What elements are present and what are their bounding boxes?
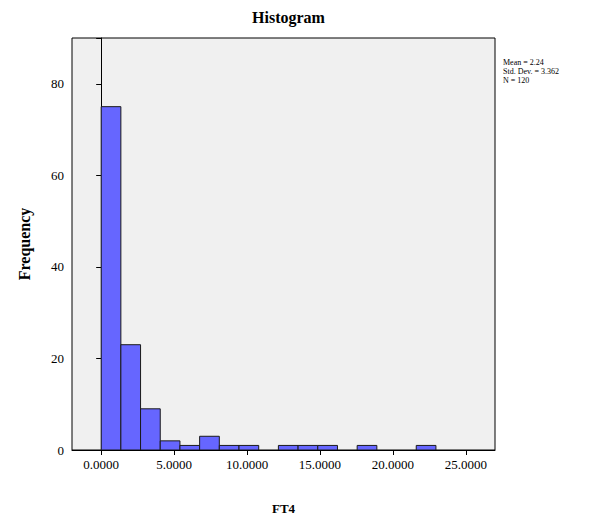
- svg-text:5.0000: 5.0000: [156, 457, 192, 472]
- svg-text:20.0000: 20.0000: [372, 457, 414, 472]
- svg-text:0: 0: [58, 443, 65, 458]
- svg-text:Frequency: Frequency: [16, 208, 34, 281]
- svg-text:FT4: FT4: [272, 501, 296, 516]
- svg-text:Mean = 2.24: Mean = 2.24: [503, 58, 544, 67]
- svg-text:Std. Dev. = 3.362: Std. Dev. = 3.362: [503, 67, 559, 76]
- svg-text:0.0000: 0.0000: [83, 457, 119, 472]
- svg-text:20: 20: [51, 351, 64, 366]
- svg-text:25.0000: 25.0000: [445, 457, 487, 472]
- svg-text:60: 60: [51, 168, 64, 183]
- svg-text:40: 40: [51, 259, 64, 274]
- svg-text:15.0000: 15.0000: [299, 457, 341, 472]
- svg-text:N = 120: N = 120: [503, 76, 529, 85]
- svg-text:Histogram: Histogram: [252, 9, 326, 27]
- svg-text:10.0000: 10.0000: [226, 457, 268, 472]
- svg-text:80: 80: [51, 76, 64, 91]
